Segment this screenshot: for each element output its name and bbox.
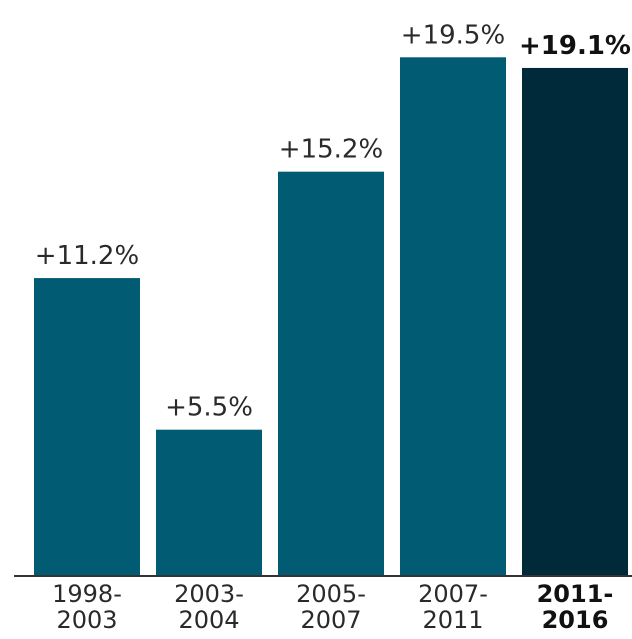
x-tick-label-2-line-0: 2005- <box>296 580 366 608</box>
bars-group <box>34 57 628 577</box>
x-tick-label-4-line-0: 2011- <box>537 580 614 608</box>
x-tick-label-1-line-0: 2003- <box>174 580 244 608</box>
x-tick-label-0-line-0: 1998- <box>52 580 122 608</box>
x-tick-label-4-line-1: 2016 <box>542 606 609 634</box>
x-tick-label-1-line-1: 2004 <box>178 606 239 634</box>
x-tick-label-2-line-1: 2007 <box>300 606 361 634</box>
data-label-3: +19.5% <box>401 20 505 50</box>
data-label-0: +11.2% <box>35 241 139 271</box>
x-tick-label-0-line-1: 2003 <box>56 606 117 634</box>
data-label-4: +19.1% <box>519 31 631 61</box>
bar-4 <box>522 67 628 576</box>
x-tick-label-3-line-0: 2007- <box>418 580 488 608</box>
bar-0 <box>34 278 140 576</box>
bar-2 <box>278 171 384 576</box>
bar-1 <box>156 429 262 576</box>
value-labels-group: +11.2% +5.5% +15.2% +19.5% +19.1% <box>35 20 631 422</box>
x-tick-labels-group: 1998-2003 2003-2004 2005-2007 2007-2011 2011… <box>52 580 613 634</box>
x-tick-label-3-line-1: 2011 <box>422 606 483 634</box>
data-label-2: +15.2% <box>279 135 383 165</box>
bar-3 <box>400 57 506 577</box>
data-label-1: +5.5% <box>165 393 253 423</box>
